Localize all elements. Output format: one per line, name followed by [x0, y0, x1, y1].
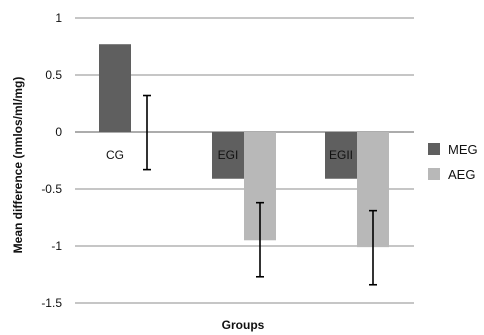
category-label-egi: EGI	[218, 148, 239, 162]
category-labels: CG EGI EGII	[106, 148, 353, 162]
legend-swatch-aeg	[428, 168, 440, 180]
legend-swatch-meg	[428, 143, 440, 155]
error-bars	[143, 94, 377, 286]
legend-label-meg: MEG	[448, 142, 478, 157]
legend-label-aeg: AEG	[448, 167, 475, 182]
category-label-cg: CG	[106, 148, 124, 162]
y-tick-label: -1.5	[41, 296, 62, 310]
y-tick-label: 1	[55, 11, 62, 25]
x-axis-title: Groups	[222, 318, 265, 332]
y-tick-labels: 1 0.5 0 -0.5 -1 -1.5	[41, 11, 62, 310]
y-tick-label: 0	[55, 125, 62, 139]
bar-meg-cg	[99, 44, 131, 132]
y-axis-title: Mean difference (nmlos/ml/mg)	[11, 77, 25, 254]
bar-meg-egi	[212, 132, 244, 179]
bar-meg-egii	[325, 132, 357, 179]
category-label-egii: EGII	[329, 148, 353, 162]
y-tick-label: -0.5	[41, 182, 62, 196]
y-tick-label: -1	[51, 239, 62, 253]
y-tick-label: 0.5	[45, 68, 62, 82]
legend: MEG AEG	[428, 142, 478, 182]
